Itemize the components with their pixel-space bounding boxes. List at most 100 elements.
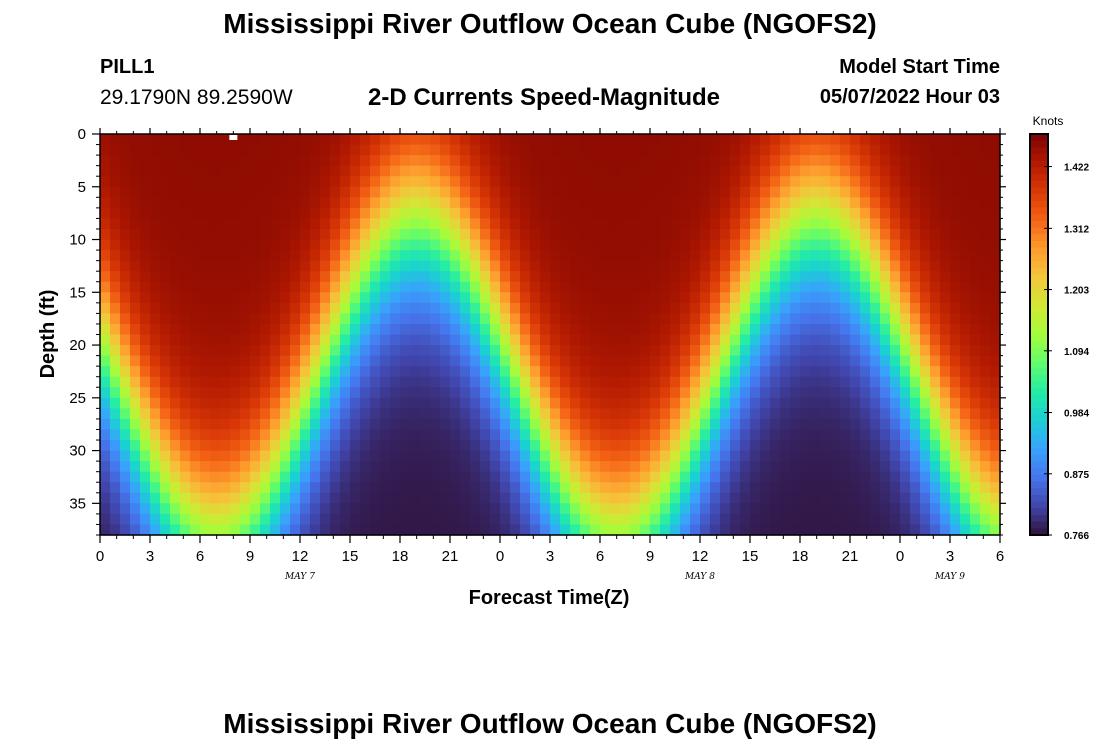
- heatmap-cell: [510, 461, 521, 473]
- heatmap-cell: [390, 239, 401, 251]
- heatmap-cell: [840, 492, 851, 504]
- heatmap-cell: [490, 429, 501, 441]
- heatmap-cell: [480, 334, 491, 346]
- heatmap-cell: [960, 292, 971, 304]
- heatmap-cell: [890, 207, 901, 220]
- heatmap-cell: [540, 397, 551, 409]
- heatmap-cell: [250, 334, 261, 346]
- heatmap-cell: [770, 461, 781, 473]
- heatmap-cell: [830, 418, 841, 431]
- heatmap-cell: [640, 302, 651, 314]
- heatmap-cell: [430, 461, 441, 473]
- heatmap-cell: [250, 144, 261, 156]
- heatmap-cell: [980, 334, 991, 346]
- heatmap-cell: [370, 207, 381, 220]
- heatmap-cell: [200, 176, 211, 188]
- heatmap-cell: [130, 260, 141, 272]
- heatmap-cell: [900, 471, 911, 483]
- heatmap-cell: [370, 292, 381, 304]
- heatmap-cell: [810, 144, 821, 156]
- heatmap-cell: [910, 155, 921, 167]
- heatmap-cell: [720, 207, 731, 220]
- heatmap-cell: [950, 250, 961, 262]
- heatmap-cell: [910, 492, 921, 504]
- heatmap-cell: [960, 134, 971, 146]
- heatmap-cell: [600, 155, 611, 167]
- heatmap-cell: [210, 302, 221, 314]
- heatmap-cell: [960, 355, 971, 367]
- heatmap-cell: [530, 271, 541, 283]
- heatmap-cell: [750, 218, 761, 230]
- heatmap-cell: [500, 134, 511, 146]
- heatmap-cell: [570, 397, 581, 409]
- heatmap-cell: [130, 471, 141, 483]
- heatmap-cell: [810, 503, 821, 515]
- heatmap-cell: [320, 366, 331, 378]
- heatmap-cell: [480, 366, 491, 378]
- heatmap-cell: [420, 134, 431, 146]
- colorbar-swatch: [1030, 207, 1048, 215]
- heatmap-cell: [640, 482, 651, 494]
- heatmap-cell: [340, 345, 351, 357]
- heatmap-cell: [490, 387, 501, 399]
- heatmap-cell: [790, 492, 801, 504]
- heatmap-cell: [360, 418, 371, 431]
- heatmap-cell: [470, 323, 481, 336]
- heatmap-cell: [960, 345, 971, 357]
- heatmap-cell: [170, 250, 181, 262]
- heatmap-cell: [180, 134, 191, 146]
- heatmap-cell: [270, 345, 281, 357]
- heatmap-cell: [280, 250, 291, 262]
- heatmap-cell: [770, 281, 781, 293]
- heatmap-cell: [290, 461, 301, 473]
- heatmap-cell: [180, 302, 191, 314]
- heatmap-cell: [520, 218, 531, 230]
- heatmap-cell: [690, 366, 701, 378]
- colorbar-swatch: [1030, 234, 1048, 242]
- heatmap-cell: [790, 366, 801, 378]
- heatmap-cell: [830, 440, 841, 452]
- heatmap-cell: [240, 186, 251, 198]
- heatmap-cell: [130, 292, 141, 304]
- heatmap-cell: [800, 176, 811, 188]
- heatmap-cell: [750, 323, 761, 336]
- heatmap-cell: [630, 313, 641, 325]
- heatmap-cell: [990, 418, 1001, 431]
- heatmap-cell: [910, 144, 921, 156]
- heatmap-cell: [530, 313, 541, 325]
- heatmap-cell: [550, 186, 561, 198]
- heatmap-cell: [640, 176, 651, 188]
- heatmap-cell: [830, 524, 841, 536]
- heatmap-cell: [210, 408, 221, 420]
- heatmap-cell: [430, 165, 441, 177]
- heatmap-cell: [770, 471, 781, 483]
- heatmap-cell: [570, 260, 581, 272]
- heatmap-cell: [410, 355, 421, 367]
- heatmap-cell: [870, 313, 881, 325]
- heatmap-cell: [880, 250, 891, 262]
- heatmap-cell: [970, 228, 981, 241]
- colorbar-swatch: [1030, 160, 1048, 169]
- heatmap-cell: [390, 134, 401, 146]
- heatmap-cell: [380, 355, 391, 367]
- heatmap-cell: [420, 186, 431, 198]
- heatmap-cell: [720, 345, 731, 357]
- heatmap-cell: [580, 387, 591, 399]
- heatmap-cell: [920, 207, 931, 220]
- heatmap-cell: [600, 513, 611, 526]
- heatmap-cell: [300, 524, 311, 536]
- heatmap-cell: [490, 260, 501, 272]
- heatmap-cell: [900, 313, 911, 325]
- heatmap-cell: [650, 492, 661, 504]
- heatmap-cell: [110, 482, 121, 494]
- heatmap-cell: [590, 471, 601, 483]
- heatmap-cell: [270, 197, 281, 209]
- heatmap-cell: [990, 397, 1001, 409]
- heatmap-cell: [280, 513, 291, 526]
- heatmap-cell: [490, 450, 501, 462]
- heatmap-cell: [360, 387, 371, 399]
- heatmap-cell: [900, 165, 911, 177]
- heatmap-cell: [420, 513, 431, 526]
- heatmap-cell: [300, 186, 311, 198]
- heatmap-cell: [210, 387, 221, 399]
